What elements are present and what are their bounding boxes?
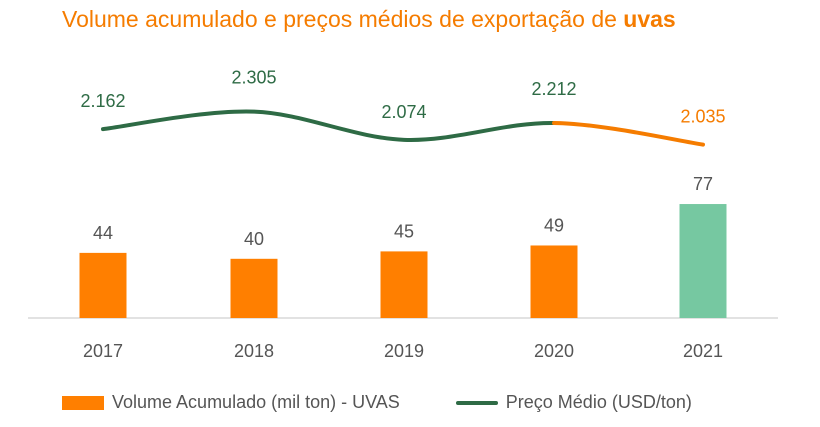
chart-title: Volume acumulado e preços médios de expo…: [62, 6, 676, 33]
chart-title-text: Volume acumulado e preços médios de expo…: [62, 6, 624, 32]
price-label-2017: 2.162: [80, 91, 125, 111]
x-tick-2020: 2020: [534, 341, 574, 361]
bar-2021: [679, 204, 727, 318]
x-tick-2018: 2018: [234, 341, 274, 361]
bar-label-2020: 49: [544, 215, 564, 235]
legend: Volume Acumulado (mil ton) - UVAS Preço …: [62, 392, 748, 413]
bar-2017: [79, 252, 127, 318]
price-label-2019: 2.074: [381, 102, 426, 122]
legend-item-price: Preço Médio (USD/ton): [455, 392, 692, 413]
legend-item-volume: Volume Acumulado (mil ton) - UVAS: [62, 392, 400, 413]
price-line-highlight: [552, 120, 705, 147]
bar-label-2017: 44: [93, 223, 113, 243]
bar-label-2019: 45: [394, 221, 414, 241]
legend-swatch-bar: [62, 395, 104, 410]
legend-label-price: Preço Médio (USD/ton): [505, 392, 692, 412]
chart-title-bold: uvas: [623, 6, 676, 32]
price-line: [101, 109, 556, 142]
legend-swatch-line: [455, 400, 498, 405]
x-tick-2017: 2017: [83, 341, 123, 361]
bar-label-2018: 40: [244, 229, 264, 249]
bar-2020: [530, 245, 578, 318]
x-tick-2019: 2019: [384, 341, 424, 361]
legend-label-volume: Volume Acumulado (mil ton) - UVAS: [112, 392, 400, 412]
price-label-2021: 2.035: [680, 107, 725, 127]
price-label-2018: 2.305: [231, 68, 276, 88]
x-tick-2021: 2021: [683, 341, 723, 361]
bar-2018: [230, 258, 278, 318]
bar-label-2021: 77: [693, 174, 713, 194]
price-label-2020: 2.212: [531, 79, 576, 99]
bar-2019: [380, 251, 428, 318]
